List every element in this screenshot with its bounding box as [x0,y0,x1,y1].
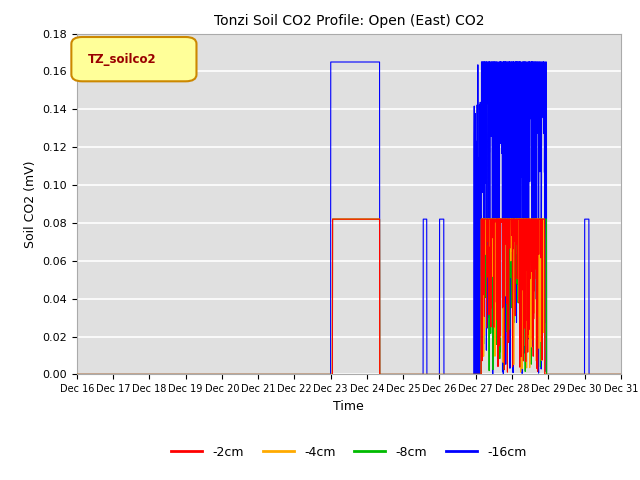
X-axis label: Time: Time [333,400,364,413]
Text: TZ_soilco2: TZ_soilco2 [88,53,156,66]
FancyBboxPatch shape [72,37,196,81]
Legend: -2cm, -4cm, -8cm, -16cm: -2cm, -4cm, -8cm, -16cm [166,441,531,464]
Title: Tonzi Soil CO2 Profile: Open (East) CO2: Tonzi Soil CO2 Profile: Open (East) CO2 [214,14,484,28]
Y-axis label: Soil CO2 (mV): Soil CO2 (mV) [24,160,36,248]
